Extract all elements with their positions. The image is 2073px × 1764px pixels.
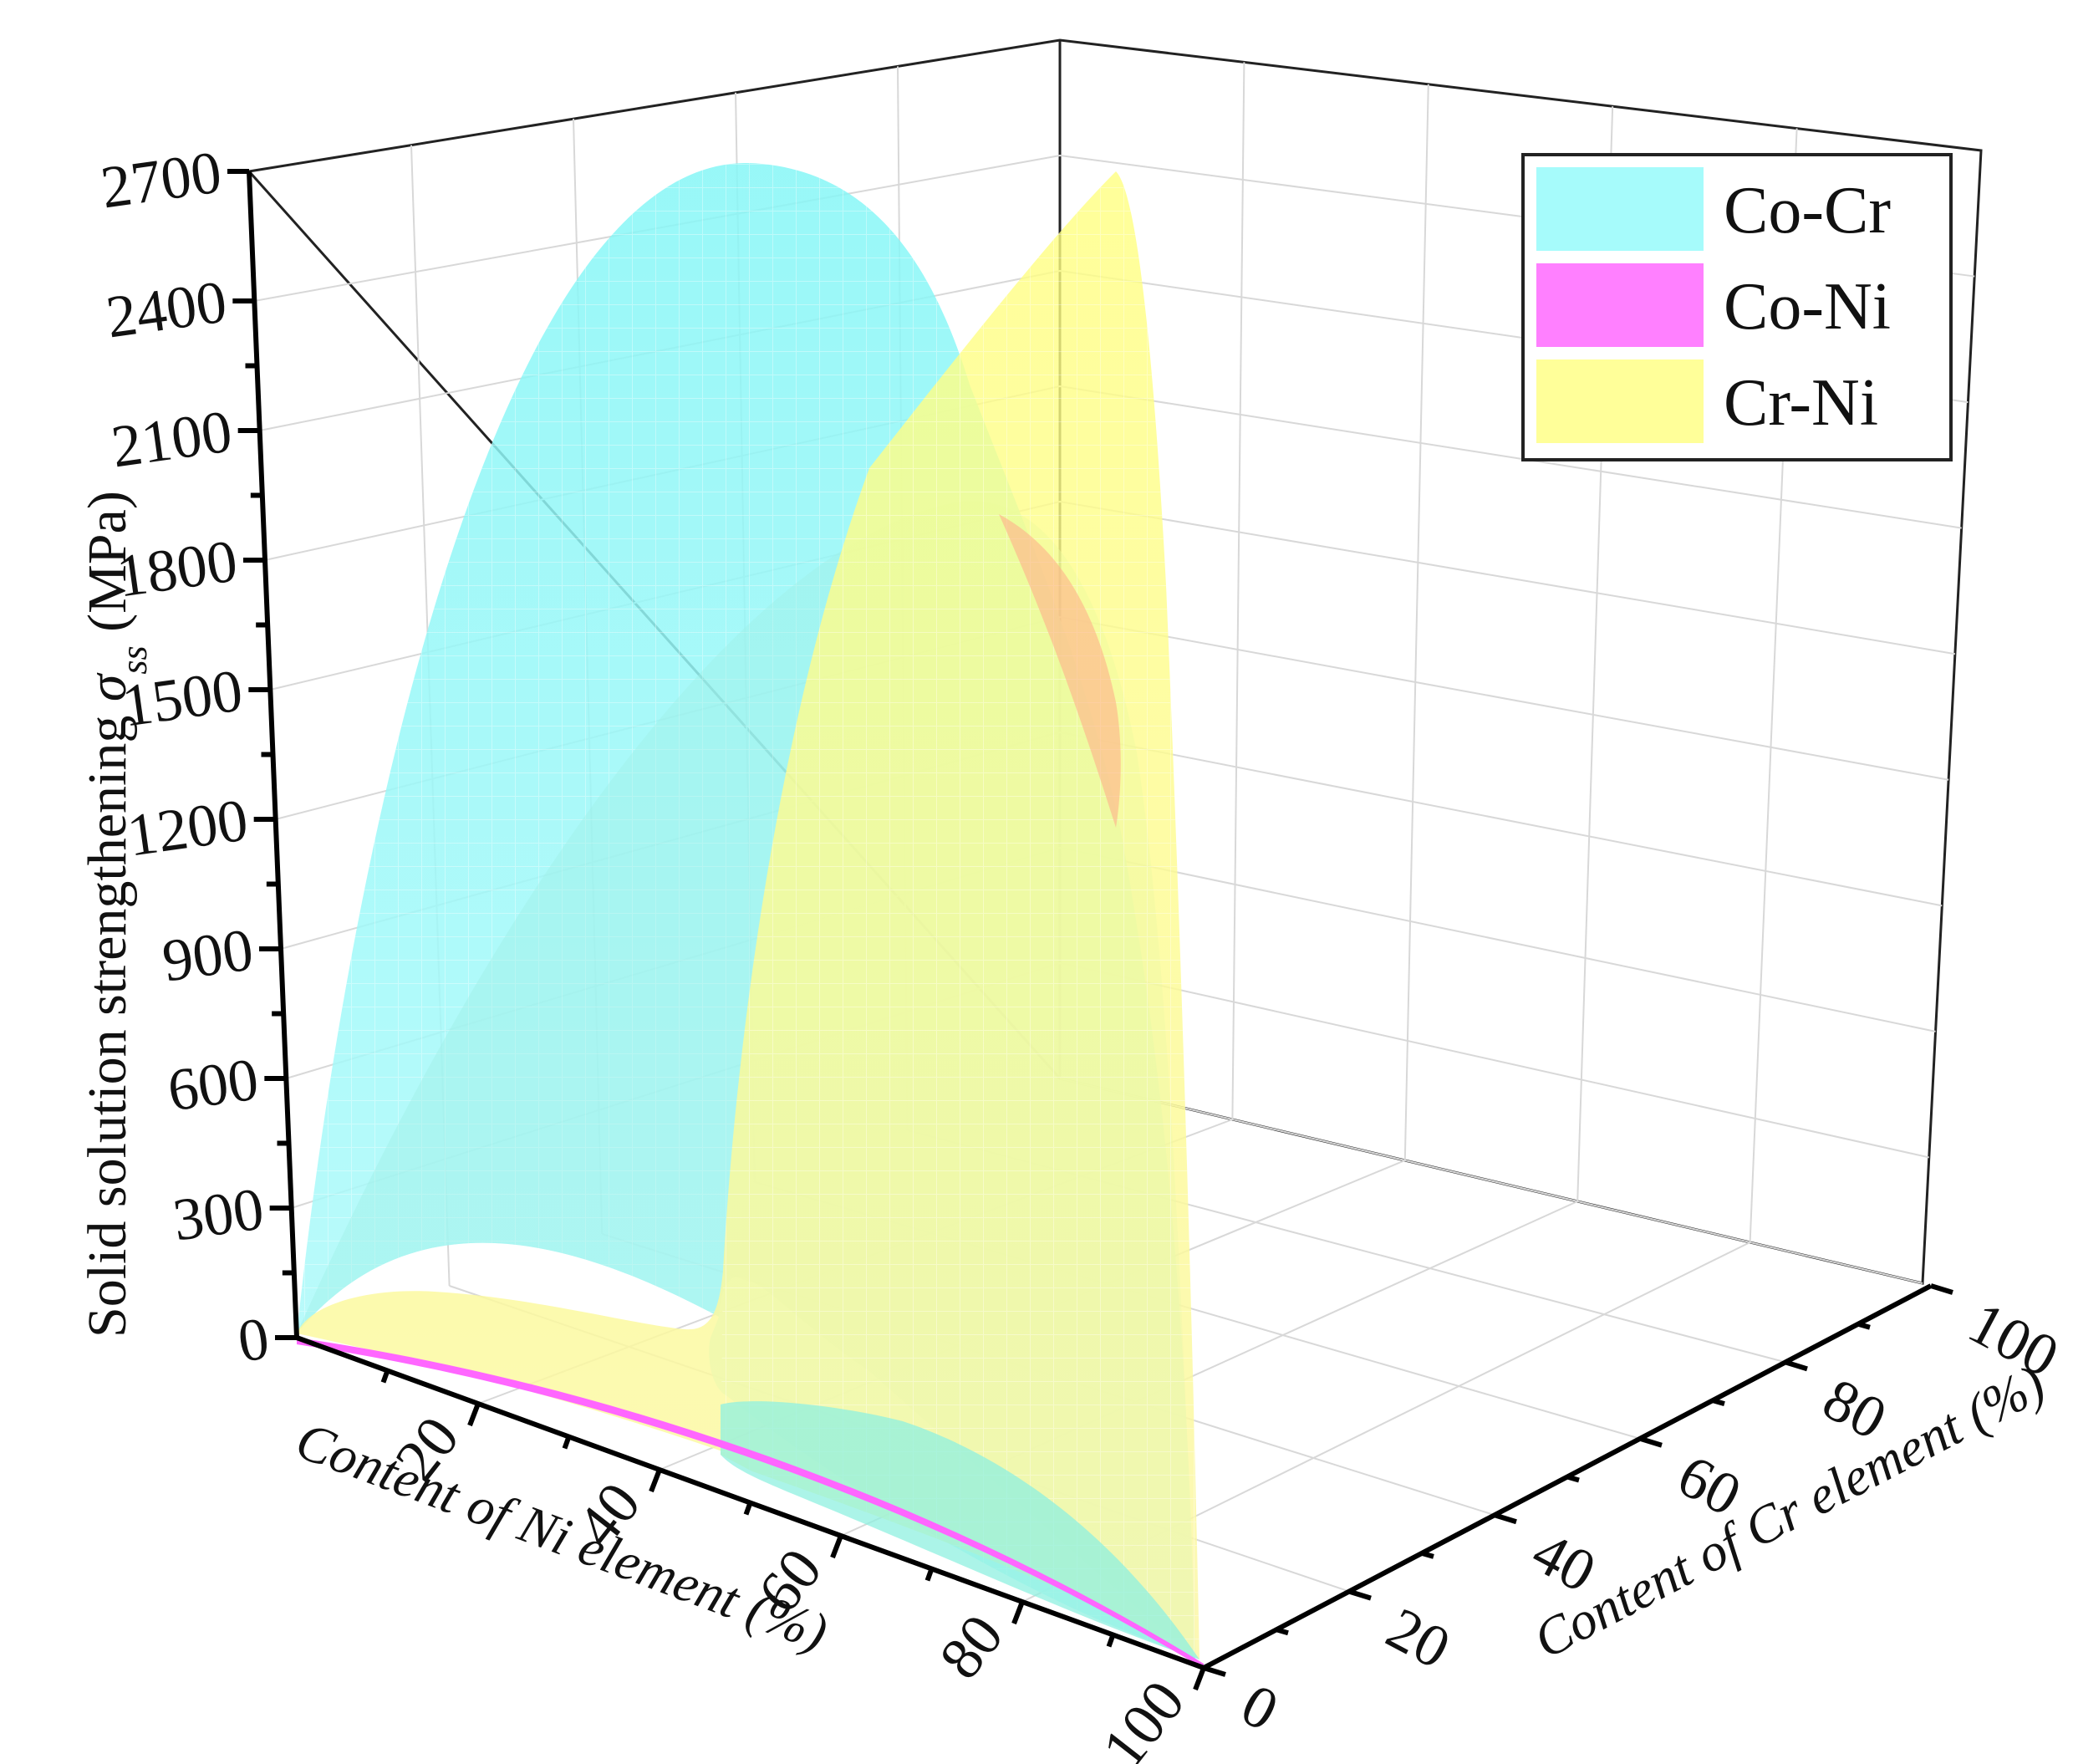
legend: Co-Cr Co-Ni Cr-Ni (1521, 153, 1953, 461)
x-tick-mark (1011, 1600, 1025, 1625)
y-minor-tick (1421, 1551, 1434, 1559)
legend-label: Cr-Ni (1724, 366, 1878, 440)
y-tick-mark (1785, 1359, 1808, 1372)
z-tick-label: 2100 (108, 397, 237, 480)
legend-label: Co-Cr (1724, 174, 1891, 247)
x-minor-tick (743, 1501, 753, 1516)
y-minor-tick (1857, 1321, 1871, 1330)
x-minor-tick (1106, 1634, 1116, 1648)
x-tick-label: 100 (1089, 1669, 1198, 1764)
x-tick-label: 80 (926, 1603, 1016, 1691)
z-axis-title: Solid solution strengthening σss (MPa) (77, 491, 155, 1338)
y-tick-label: 20 (1376, 1594, 1460, 1681)
z-tick-label: 2700 (97, 138, 226, 221)
z-tick-label: 2400 (102, 268, 231, 350)
x-minor-tick (562, 1435, 572, 1450)
y-tick-mark (1494, 1512, 1517, 1525)
surface-overlap (999, 514, 1121, 828)
x-tick-mark (649, 1468, 662, 1493)
z-tick-label: 1800 (113, 527, 242, 609)
z-tick-label: 300 (169, 1175, 267, 1253)
y-minor-tick (1566, 1474, 1580, 1483)
y-axis-title: Content of Cr element (%) (1525, 1354, 2055, 1670)
wall-gridline (1231, 62, 1245, 1120)
z-tick-label: 1200 (124, 786, 252, 869)
legend-swatch (1536, 359, 1704, 443)
legend-label: Co-Ni (1724, 270, 1891, 344)
y-tick-mark (1203, 1665, 1226, 1677)
z-tick-label: 0 (234, 1304, 273, 1374)
z-tick-label: 900 (158, 915, 257, 994)
legend-swatch (1536, 167, 1704, 251)
y-minor-tick (1712, 1398, 1725, 1406)
x-tick-mark (830, 1534, 843, 1559)
z-tick-label: 1500 (118, 656, 247, 739)
z-tick-label: 600 (164, 1045, 262, 1124)
y-tick-mark (1930, 1283, 1953, 1295)
z-axis-ticks: 0 300 600 900 1200 1500 1800 2100 2400 2700 (97, 138, 297, 1375)
legend-swatch (1536, 263, 1704, 347)
x-minor-tick (380, 1369, 390, 1384)
x-tick-mark (1193, 1666, 1206, 1691)
y-tick-mark (1348, 1588, 1372, 1601)
x-tick-mark (467, 1402, 481, 1427)
surface-cr-ni-mesh (721, 171, 1199, 1659)
floor-gridline (1059, 1078, 1923, 1284)
y-tick-mark (1639, 1435, 1663, 1448)
y-minor-tick (1276, 1627, 1289, 1636)
wall-gridline (1403, 84, 1429, 1161)
surfaces (297, 162, 1204, 1669)
y-tick-label: 0 (1230, 1670, 1288, 1744)
x-minor-tick (924, 1568, 935, 1582)
